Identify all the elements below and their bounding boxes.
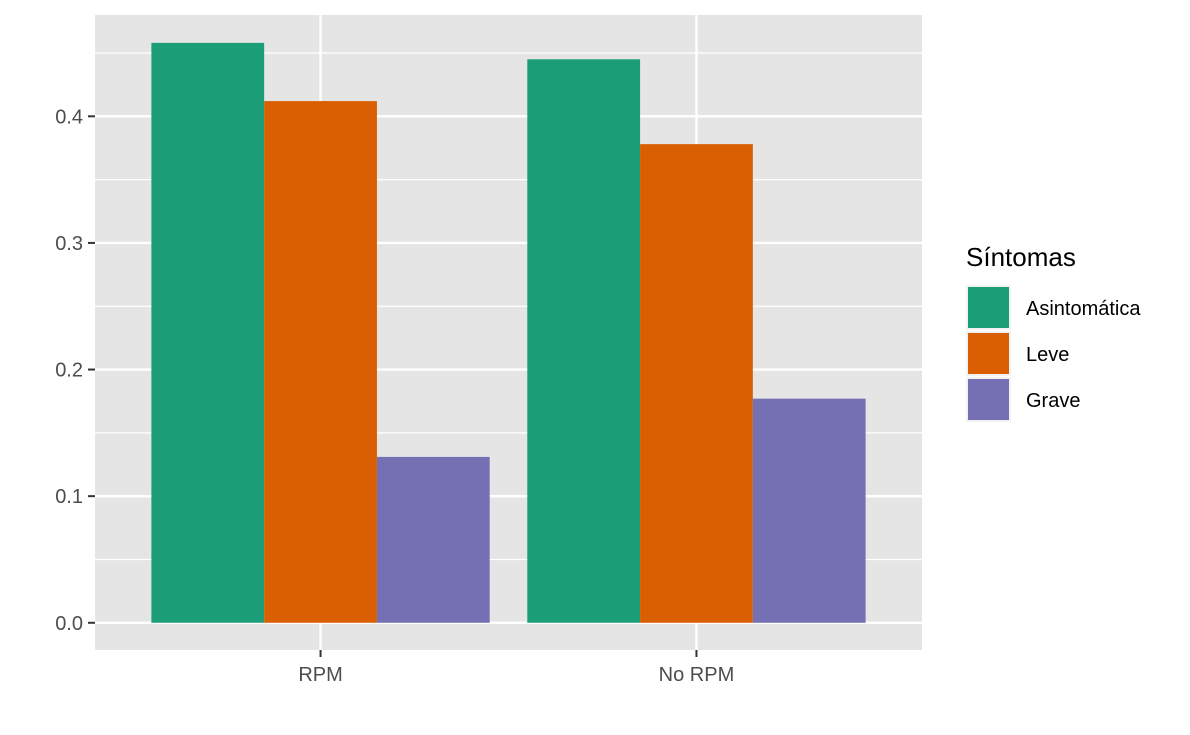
bar-2-1: [752, 398, 866, 623]
x-tick-label: No RPM: [659, 664, 735, 686]
bar-1-1: [640, 144, 753, 623]
bars: [151, 42, 866, 623]
x-tick-label: RPM: [298, 664, 342, 686]
bar-0-0: [151, 42, 265, 623]
legend-label: Grave: [1026, 390, 1080, 412]
y-tick-label: 0.1: [55, 486, 83, 508]
x-axis: RPM No RPM: [298, 650, 734, 686]
legend-title: Síntomas: [966, 242, 1076, 272]
legend-key-swatch: [968, 333, 1009, 374]
bar-0-1: [527, 59, 641, 623]
legend-label: Asintomática: [1026, 298, 1141, 320]
y-tick-label: 0.4: [55, 106, 83, 128]
bar-1-0: [264, 101, 377, 623]
y-tick-label: 0.2: [55, 360, 83, 382]
bar-2-0: [376, 456, 490, 623]
y-axis: 0.0 0.1 0.2 0.3 0.4: [55, 106, 95, 635]
legend-key-swatch: [968, 379, 1009, 420]
y-tick-label: 0.3: [55, 233, 83, 255]
y-tick-label: 0.0: [55, 613, 83, 635]
legend: Síntomas Asintomática Leve Grave: [966, 242, 1141, 422]
legend-label: Leve: [1026, 344, 1069, 366]
legend-key-swatch: [968, 287, 1009, 328]
